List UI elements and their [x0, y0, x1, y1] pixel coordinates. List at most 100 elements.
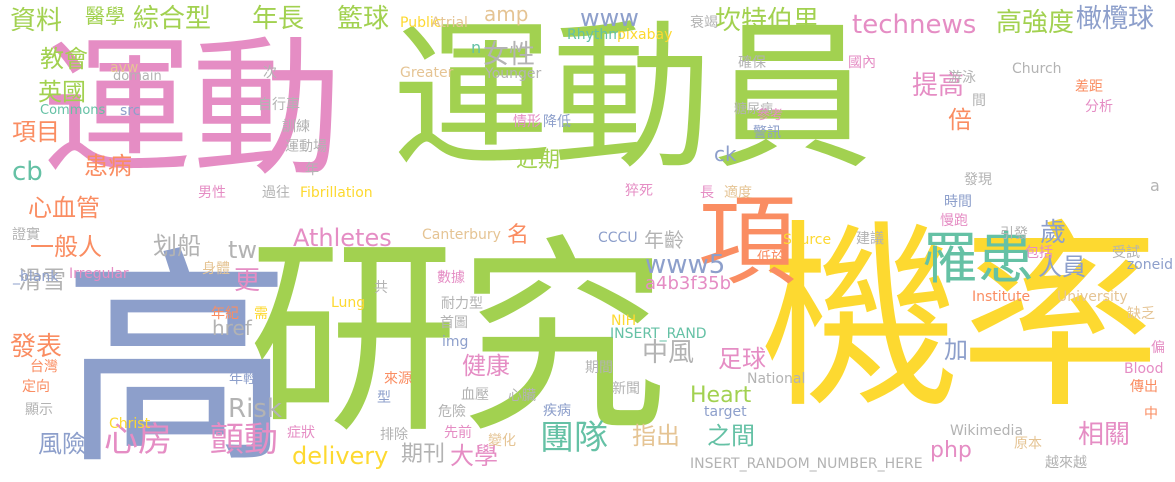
cloud-word: Institute — [972, 289, 1031, 305]
cloud-word: Risk — [228, 394, 282, 424]
cloud-word: 台灣 — [30, 359, 58, 375]
cloud-word: 人員 — [1038, 253, 1086, 281]
cloud-word: 來源 — [384, 371, 412, 387]
cloud-word: php — [930, 438, 972, 463]
cloud-word: 參考 — [757, 108, 784, 123]
cloud-word: 風險 — [38, 430, 86, 458]
cloud-word: 缺乏 — [1127, 306, 1155, 322]
cloud-word: 醫學 — [85, 4, 125, 28]
cloud-word: INSERT_RAND — [610, 326, 707, 342]
cloud-word: 心臟 — [508, 388, 536, 404]
cloud-word: 耐力型 — [441, 296, 483, 312]
cloud-word: 建議 — [856, 231, 884, 247]
cloud-word: 症狀 — [287, 425, 315, 441]
cloud-word: 訓練 — [282, 119, 310, 135]
cloud-word: 降低 — [543, 114, 571, 130]
cloud-word: 資料 — [10, 6, 63, 36]
cloud-word: Christ — [109, 416, 151, 432]
cloud-word: 心房 — [104, 420, 172, 460]
cloud-word: 橄欖球 — [1076, 4, 1155, 34]
cloud-word: 綜合型 — [133, 4, 212, 34]
cloud-word: a4b3f35b — [645, 273, 732, 294]
cloud-word: 名 — [507, 223, 530, 248]
cloud-word: CCCU — [598, 230, 638, 246]
cloud-word: n — [471, 38, 482, 57]
cloud-word: 首圖 — [440, 315, 468, 331]
cloud-word: Wikimedia — [950, 423, 1024, 439]
cloud-word: 團隊 — [540, 418, 608, 458]
cloud-word: 顫動 — [210, 420, 278, 460]
cloud-word: 年 — [305, 162, 319, 178]
cloud-word: 足球 — [718, 345, 766, 373]
cloud-word: 顯示 — [25, 402, 53, 418]
cloud-word: href — [212, 316, 252, 340]
cloud-word: 期間 — [585, 360, 613, 376]
cloud-word: Greater — [400, 65, 454, 81]
cloud-word: 危險 — [438, 404, 466, 420]
cloud-word: 罹患 — [922, 227, 1034, 292]
cloud-word: 更 — [234, 266, 261, 296]
cloud-word: 加 — [944, 336, 968, 364]
cloud-word: Irregular — [69, 266, 129, 282]
cloud-word: 過往 — [262, 185, 290, 201]
cloud-word: 高 — [62, 229, 293, 482]
cloud-word: 引發 — [1000, 226, 1028, 242]
cloud-word: 項目 — [12, 118, 60, 146]
cloud-word: 型 — [377, 390, 391, 406]
cloud-word: 坎特伯里 — [715, 6, 820, 36]
cloud-word: 歲 — [1040, 218, 1067, 248]
cloud-word: 中風 — [642, 338, 695, 368]
cloud-word: cb — [12, 157, 43, 187]
cloud-word: 先前 — [444, 425, 472, 441]
cloud-word: 近期 — [516, 148, 561, 173]
cloud-word: 需 — [254, 306, 268, 322]
cloud-word: Younger — [485, 66, 542, 82]
cloud-word: 情形 — [513, 114, 541, 130]
cloud-word: 原本 — [1014, 436, 1042, 452]
cloud-word: 發表 — [10, 332, 63, 362]
cloud-word: _blank — [13, 269, 59, 285]
cloud-word: 次 — [263, 65, 277, 81]
cloud-word: 血壓 — [461, 387, 489, 403]
cloud-word: a — [1150, 176, 1160, 195]
cloud-word: 相關 — [1078, 420, 1131, 450]
cloud-word: pixabay — [617, 27, 673, 43]
cloud-word: 身體 — [202, 261, 230, 277]
cloud-word: tw — [228, 236, 258, 264]
cloud-word: 游泳 — [948, 70, 976, 86]
cloud-word: 證實 — [12, 227, 40, 243]
cloud-word: 女性 — [483, 40, 536, 70]
cloud-word: Blood — [1124, 361, 1164, 377]
cloud-word: technews — [852, 10, 977, 40]
cloud-word: 大學 — [450, 442, 498, 470]
cloud-word: 滑雪 — [18, 266, 66, 294]
cloud-word: INSERT_RANDOM_NUMBER_HERE — [690, 456, 923, 472]
cloud-word: 慢跑 — [940, 213, 968, 229]
cloud-word: 運動 — [42, 23, 343, 197]
cloud-word: 發現 — [964, 172, 992, 188]
cloud-word: 變化 — [488, 433, 516, 449]
cloud-word: 低於 — [757, 250, 785, 266]
cloud-word: 教會 — [40, 45, 88, 73]
cloud-word: 研究 — [248, 217, 669, 462]
cloud-word: 運動員 — [392, 4, 873, 191]
cloud-word: 差距 — [1075, 79, 1103, 95]
cloud-word: 健康 — [462, 352, 510, 380]
cloud-word: 年齡 — [644, 228, 684, 252]
cloud-word: avw — [110, 60, 139, 76]
cloud-word: 警訊 — [753, 125, 781, 141]
cloud-word: www5 — [645, 250, 726, 280]
cloud-word: img — [442, 334, 469, 350]
cloud-word: 一般人 — [30, 233, 102, 261]
cloud-word: Church — [1012, 61, 1062, 77]
cloud-word: 籃球 — [337, 4, 390, 34]
cloud-word: 衰竭 — [690, 15, 718, 31]
cloud-word: NIH — [611, 313, 637, 329]
cloud-word: 排除 — [380, 427, 408, 443]
cloud-word: Public — [400, 15, 442, 31]
cloud-word: Lung — [331, 295, 366, 311]
cloud-word: Athletes — [293, 224, 392, 252]
cloud-word: 共 — [374, 280, 388, 296]
cloud-word: 運動場 — [285, 139, 327, 155]
cloud-word: amp — [484, 2, 529, 26]
